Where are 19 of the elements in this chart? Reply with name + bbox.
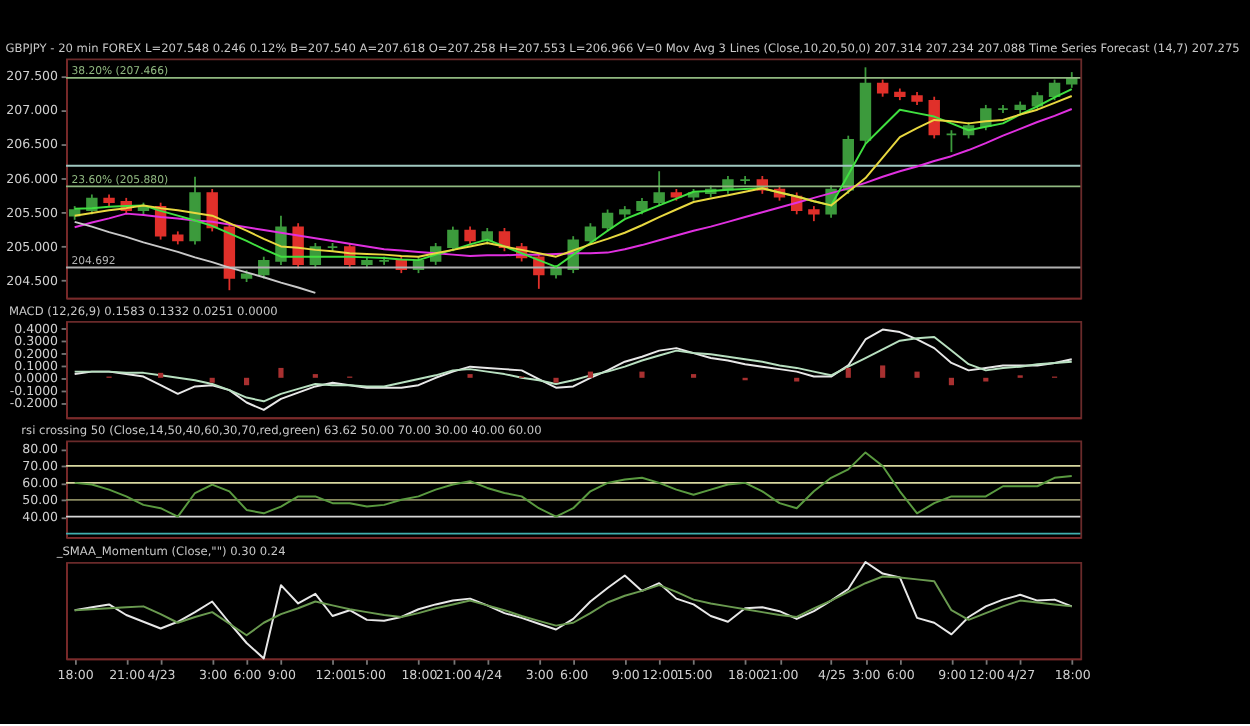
- bar: [639, 371, 645, 378]
- candlestick: [601, 208, 614, 233]
- bar: [948, 377, 954, 386]
- candlestick: [945, 129, 958, 153]
- candlestick: [189, 175, 201, 246]
- line-series: [73, 220, 317, 294]
- candlestick: [653, 170, 665, 207]
- bar: [880, 365, 886, 378]
- bar: [914, 371, 920, 378]
- bar: [278, 367, 284, 378]
- candlestick: [447, 225, 459, 253]
- bar: [244, 377, 250, 386]
- line-series: [73, 451, 1073, 518]
- bar: [553, 377, 559, 383]
- bar: [587, 371, 593, 378]
- candlestick: [1048, 78, 1061, 102]
- bar: [158, 372, 164, 378]
- bar: [209, 377, 215, 383]
- bar: [845, 367, 851, 378]
